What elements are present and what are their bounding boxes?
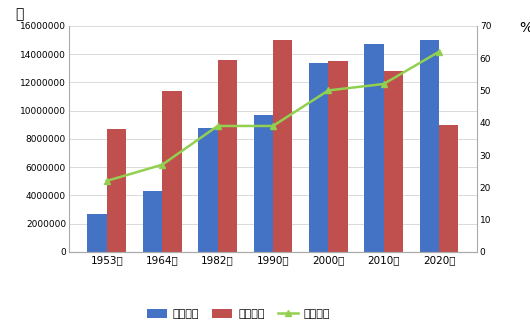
- Bar: [143, 191, 162, 252]
- Y-axis label: %: %: [519, 21, 530, 35]
- Bar: [420, 40, 439, 252]
- Bar: [439, 125, 458, 252]
- Bar: [309, 63, 328, 252]
- Bar: [87, 214, 107, 252]
- Y-axis label: 人: 人: [16, 7, 24, 21]
- Line: 城镇化率: 城镇化率: [103, 48, 443, 184]
- 城镇化率: [159, 163, 165, 167]
- Bar: [328, 61, 348, 252]
- 城镇化率: [215, 124, 221, 128]
- Bar: [253, 115, 273, 252]
- Bar: [218, 60, 237, 252]
- Legend: 城镇人口, 乡村人口, 城镇化率: 城镇人口, 乡村人口, 城镇化率: [143, 305, 334, 323]
- 城镇化率: [270, 124, 276, 128]
- 城镇化率: [104, 179, 110, 183]
- Bar: [162, 91, 182, 252]
- Bar: [107, 129, 126, 252]
- 城镇化率: [381, 82, 387, 86]
- 城镇化率: [325, 89, 331, 92]
- Bar: [364, 44, 384, 252]
- Bar: [273, 40, 293, 252]
- 城镇化率: [436, 50, 442, 54]
- Bar: [198, 128, 218, 252]
- Bar: [384, 71, 403, 252]
